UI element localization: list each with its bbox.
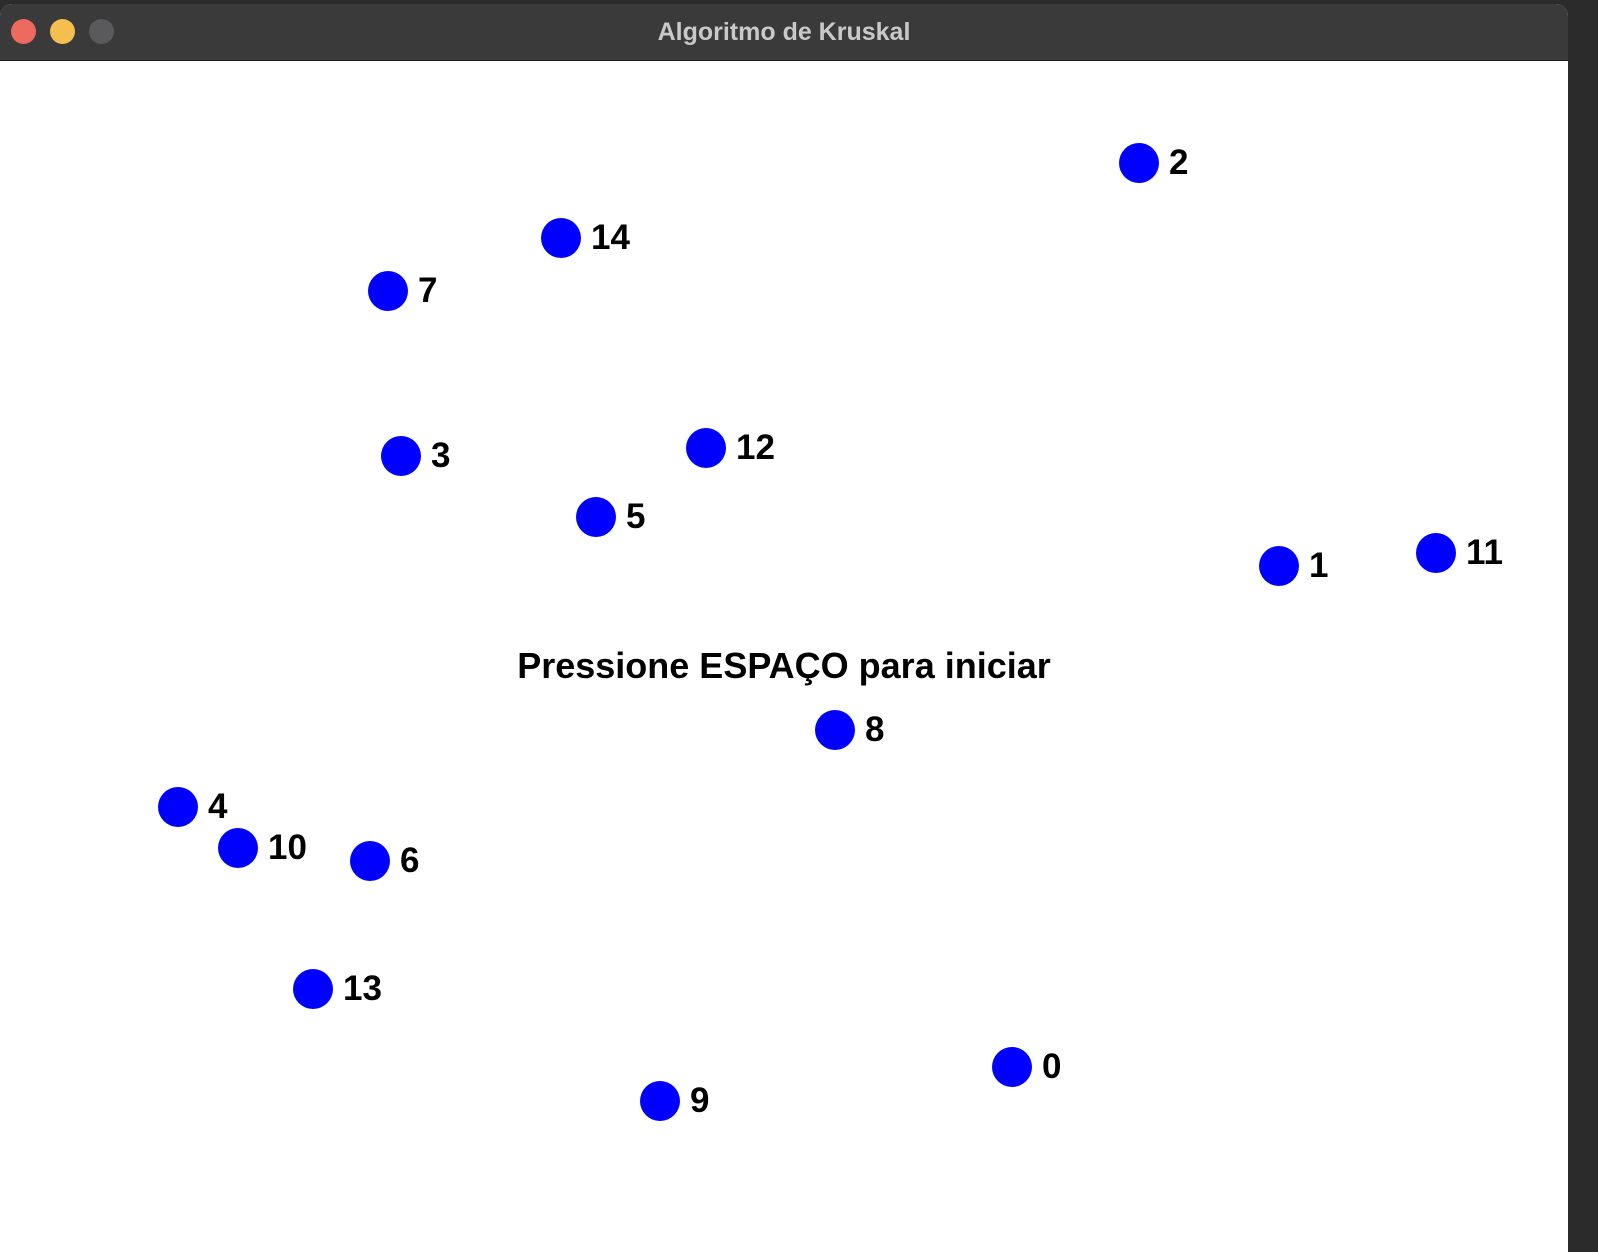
vertex-label-7: 7 — [418, 271, 438, 310]
minimize-button[interactable] — [50, 19, 75, 44]
vertex-node-5 — [576, 497, 616, 537]
vertex-node-6 — [350, 841, 390, 881]
close-button[interactable] — [11, 19, 36, 44]
vertex-node-9 — [640, 1081, 680, 1121]
vertex-label-8: 8 — [865, 710, 885, 749]
vertex-label-3: 3 — [431, 436, 451, 475]
vertex-node-4 — [158, 787, 198, 827]
vertex-node-14 — [541, 218, 581, 258]
title-bar[interactable]: Algoritmo de Kruskal — [0, 4, 1568, 61]
vertex-node-8 — [815, 710, 855, 750]
vertex-label-9: 9 — [690, 1081, 710, 1120]
vertex-label-2: 2 — [1169, 143, 1189, 182]
vertex-label-11: 11 — [1466, 533, 1503, 572]
start-prompt: Pressione ESPAÇO para iniciar — [517, 645, 1051, 686]
vertex-label-6: 6 — [400, 841, 420, 880]
vertex-node-10 — [218, 828, 258, 868]
window-title: Algoritmo de Kruskal — [657, 18, 911, 46]
vertex-label-10: 10 — [268, 828, 307, 867]
app-window: Algoritmo de Kruskal Pressione ESPAÇO pa… — [0, 4, 1568, 1252]
vertex-label-1: 1 — [1309, 546, 1329, 585]
vertex-node-7 — [368, 271, 408, 311]
vertex-label-13: 13 — [343, 969, 382, 1008]
vertex-node-12 — [686, 428, 726, 468]
vertex-node-2 — [1119, 143, 1159, 183]
vertex-node-1 — [1259, 546, 1299, 586]
vertex-label-0: 0 — [1042, 1047, 1062, 1086]
vertex-node-3 — [381, 436, 421, 476]
vertex-node-0 — [992, 1047, 1032, 1087]
vertex-label-5: 5 — [626, 497, 646, 536]
desktop-edge — [1568, 0, 1598, 1252]
vertex-label-14: 14 — [591, 218, 630, 257]
maximize-button[interactable] — [89, 19, 114, 44]
vertex-node-13 — [293, 969, 333, 1009]
vertex-label-12: 12 — [736, 428, 775, 467]
vertex-node-11 — [1416, 533, 1456, 573]
vertex-label-4: 4 — [208, 787, 228, 826]
